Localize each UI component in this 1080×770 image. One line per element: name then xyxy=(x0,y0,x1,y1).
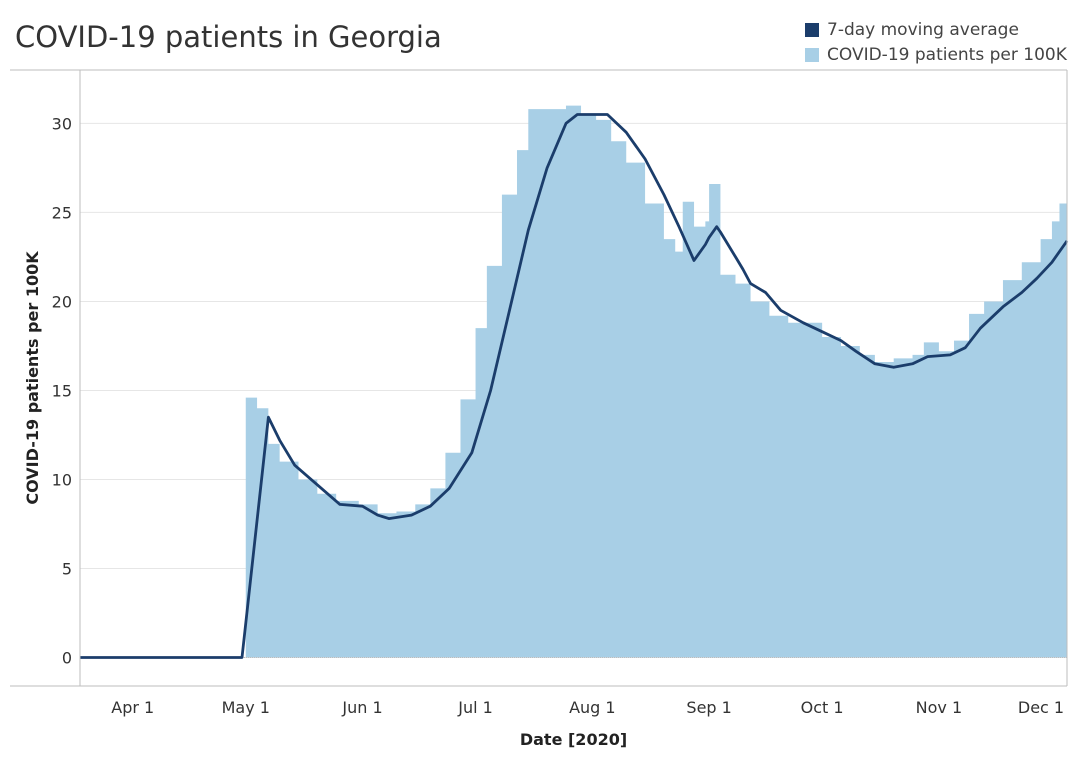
y-tick-label-25: 25 xyxy=(52,203,72,222)
y-tick-label-20: 20 xyxy=(52,292,72,311)
legend-item-moving-average[interactable]: 7-day moving average xyxy=(805,17,1067,42)
y-tick-label-5: 5 xyxy=(62,559,72,578)
y-tick-label-10: 10 xyxy=(52,470,72,489)
legend-label-patients: COVID-19 patients per 100K xyxy=(827,44,1067,65)
legend-swatch-patients xyxy=(805,47,819,62)
area-covid-patients-per-100k xyxy=(80,105,1067,658)
y-axis-title: COVID-19 patients per 100K xyxy=(23,251,42,505)
legend: 7-day moving average COVID-19 patients p… xyxy=(805,17,1067,67)
x-tick-label: Nov 1 xyxy=(916,698,963,717)
x-tick-label: Oct 1 xyxy=(801,698,844,717)
x-axis-title: Date [2020] xyxy=(520,730,627,749)
legend-label-moving-average: 7-day moving average xyxy=(827,19,1019,40)
x-tick-label: Sep 1 xyxy=(686,698,731,717)
x-tick-label: Jun 1 xyxy=(341,698,382,717)
legend-swatch-moving-average xyxy=(805,22,819,37)
x-tick-label: Aug 1 xyxy=(569,698,616,717)
x-tick-label: Apr 1 xyxy=(111,698,154,717)
y-tick-label-15: 15 xyxy=(52,381,72,400)
x-tick-label: Jul 1 xyxy=(457,698,493,717)
y-tick-label-0: 0 xyxy=(62,649,72,668)
x-tick-label: Dec 1 xyxy=(1018,698,1064,717)
x-tick-label: May 1 xyxy=(222,698,270,717)
chart-title: COVID-19 patients in Georgia xyxy=(15,20,442,54)
line-7-day-moving-average xyxy=(80,113,1069,659)
y-tick-label-30: 30 xyxy=(52,114,72,133)
legend-item-patients[interactable]: COVID-19 patients per 100K xyxy=(805,42,1067,67)
